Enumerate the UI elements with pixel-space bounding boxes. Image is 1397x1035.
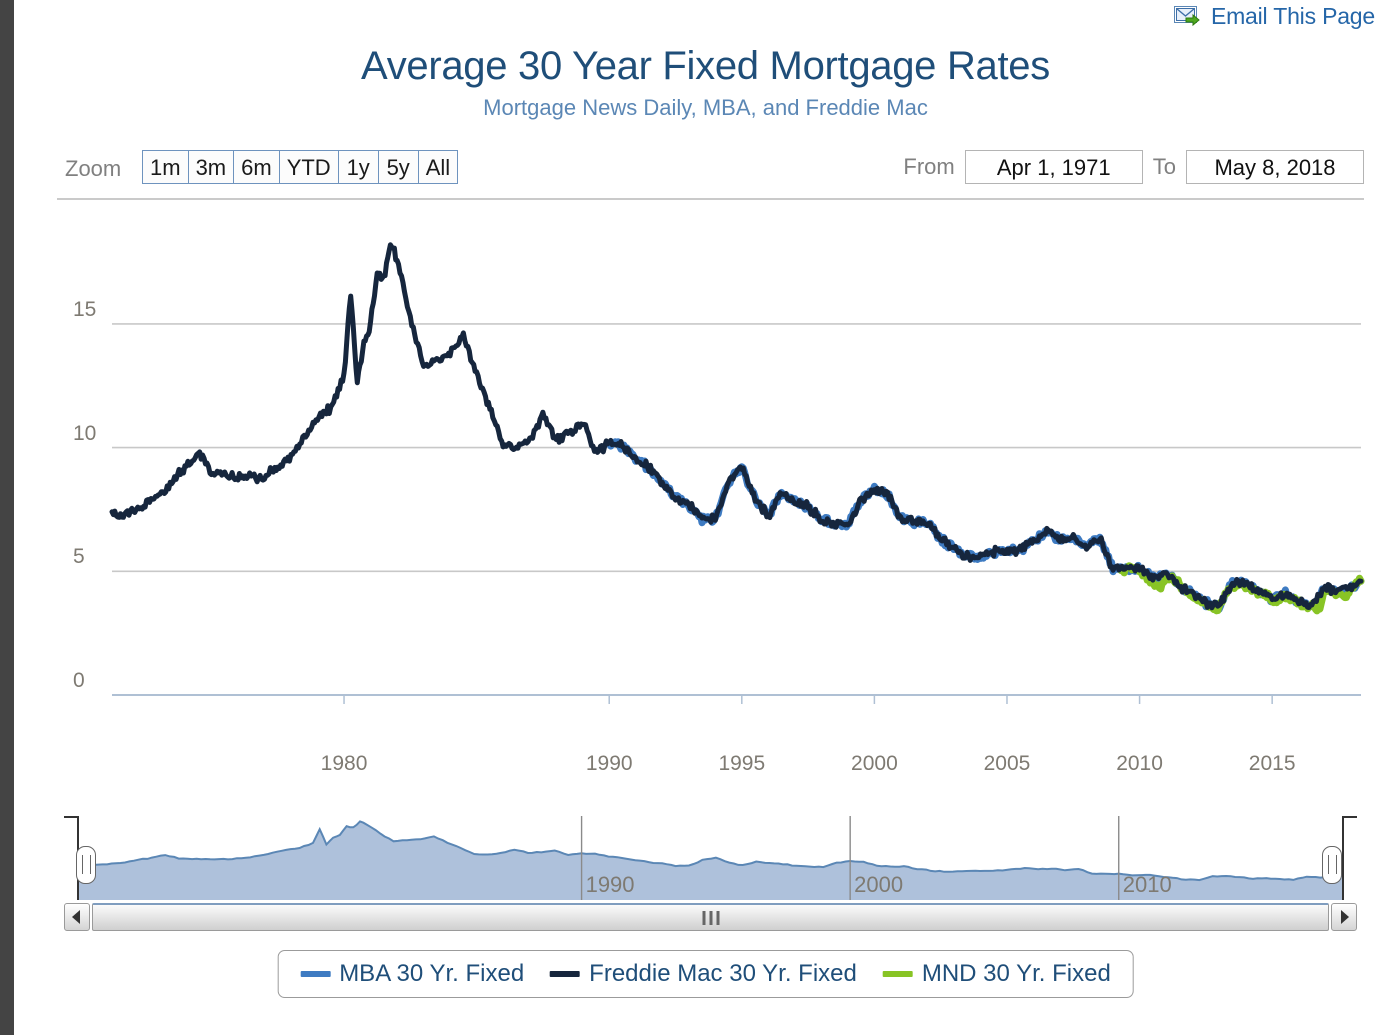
x-tick-2005: 2005 bbox=[983, 752, 1031, 775]
page-subtitle: Mortgage News Daily, MBA, and Freddie Ma… bbox=[483, 95, 928, 120]
x-axis-labels: 1980 1990 1995 2000 2005 2010 2015 bbox=[57, 752, 1365, 786]
scrollbar-left-button[interactable] bbox=[64, 903, 90, 931]
navigator-scrollbar[interactable] bbox=[64, 903, 1357, 931]
from-label: From bbox=[903, 154, 955, 179]
legend-swatch-mba bbox=[300, 971, 331, 977]
x-tick-1990: 1990 bbox=[585, 752, 633, 775]
x-tick-1980: 1980 bbox=[320, 752, 368, 775]
zoom-button-3m[interactable]: 3m bbox=[187, 150, 234, 184]
scrollbar-thumb[interactable] bbox=[92, 903, 1329, 931]
navigator-tick-1990: 1990 bbox=[585, 872, 635, 897]
legend-label-freddie-mac[interactable]: Freddie Mac 30 Yr. Fixed bbox=[589, 960, 857, 987]
y-tick-15: 15 bbox=[73, 297, 97, 321]
legend-label-mba[interactable]: MBA 30 Yr. Fixed bbox=[339, 960, 525, 987]
email-this-page-link[interactable]: Email This Page bbox=[1173, 3, 1375, 30]
range-selector: Zoom 1m 3m 6m YTD 1y 5y All From Apr 1, … bbox=[54, 150, 1364, 190]
y-tick-0: 0 bbox=[73, 669, 85, 692]
zoom-button-1y[interactable]: 1y bbox=[337, 150, 378, 184]
main-plot-svg bbox=[109, 242, 1365, 704]
chart-legend: MBA 30 Yr. Fixed Freddie Mac 30 Yr. Fixe… bbox=[277, 950, 1134, 998]
x-tick-1995: 1995 bbox=[718, 752, 766, 775]
navigator-tick-2000: 2000 bbox=[854, 872, 904, 897]
to-date-input[interactable]: May 8, 2018 bbox=[1186, 150, 1364, 184]
navigator-left-handle[interactable] bbox=[76, 846, 96, 884]
legend-label-mnd[interactable]: MND 30 Yr. Fixed bbox=[921, 960, 1111, 987]
x-tick-2010: 2010 bbox=[1116, 752, 1163, 775]
page-title: Average 30 Year Fixed Mortgage Rates bbox=[361, 44, 1050, 88]
legend-swatch-mnd bbox=[882, 971, 913, 977]
zoom-label: Zoom bbox=[65, 156, 122, 181]
from-date-input[interactable]: Apr 1, 1971 bbox=[964, 150, 1143, 184]
zoom-button-6m[interactable]: 6m bbox=[233, 150, 279, 184]
chart-canvas: Email This Page Average 30 Year Fixed Mo… bbox=[14, 0, 1397, 1035]
navigator-tick-2010: 2010 bbox=[1122, 872, 1172, 897]
y-tick-5: 5 bbox=[73, 545, 85, 569]
legend-item-mnd[interactable]: MND 30 Yr. Fixed bbox=[882, 960, 1111, 988]
legend-item-mba[interactable]: MBA 30 Yr. Fixed bbox=[300, 960, 524, 988]
handle-grip-icon bbox=[82, 855, 91, 874]
header-divider bbox=[57, 198, 1364, 200]
navigator[interactable]: 1990 2000 2010 bbox=[64, 812, 1357, 902]
zoom-button-ytd[interactable]: YTD bbox=[278, 150, 338, 184]
scrollbar-grip-icon bbox=[702, 910, 719, 925]
zoom-button-group: 1m 3m 6m YTD 1y 5y All bbox=[142, 150, 459, 184]
handle-grip-icon bbox=[1328, 855, 1337, 874]
legend-item-freddie-mac[interactable]: Freddie Mac 30 Yr. Fixed bbox=[550, 960, 857, 988]
to-label: To bbox=[1152, 154, 1176, 179]
email-this-page-label[interactable]: Email This Page bbox=[1210, 3, 1375, 29]
zoom-button-5y[interactable]: 5y bbox=[377, 150, 418, 184]
right-arrow-icon bbox=[1341, 910, 1349, 924]
main-plot-area[interactable]: 0 5 10 15 bbox=[57, 210, 1365, 745]
left-arrow-icon bbox=[72, 910, 80, 924]
page-left-border bbox=[0, 0, 14, 1035]
zoom-button-all[interactable]: All bbox=[417, 150, 459, 184]
x-tick-2000: 2000 bbox=[851, 752, 898, 775]
y-tick-10: 10 bbox=[73, 421, 97, 445]
zoom-button-1m[interactable]: 1m bbox=[142, 150, 188, 184]
scrollbar-right-button[interactable] bbox=[1331, 903, 1357, 931]
date-range-inputs: From Apr 1, 1971 To May 8, 2018 bbox=[903, 150, 1364, 184]
navigator-right-handle[interactable] bbox=[1322, 846, 1342, 884]
legend-swatch-freddie-mac bbox=[550, 971, 581, 977]
envelope-forward-icon bbox=[1173, 5, 1204, 29]
x-tick-2015: 2015 bbox=[1248, 752, 1296, 775]
